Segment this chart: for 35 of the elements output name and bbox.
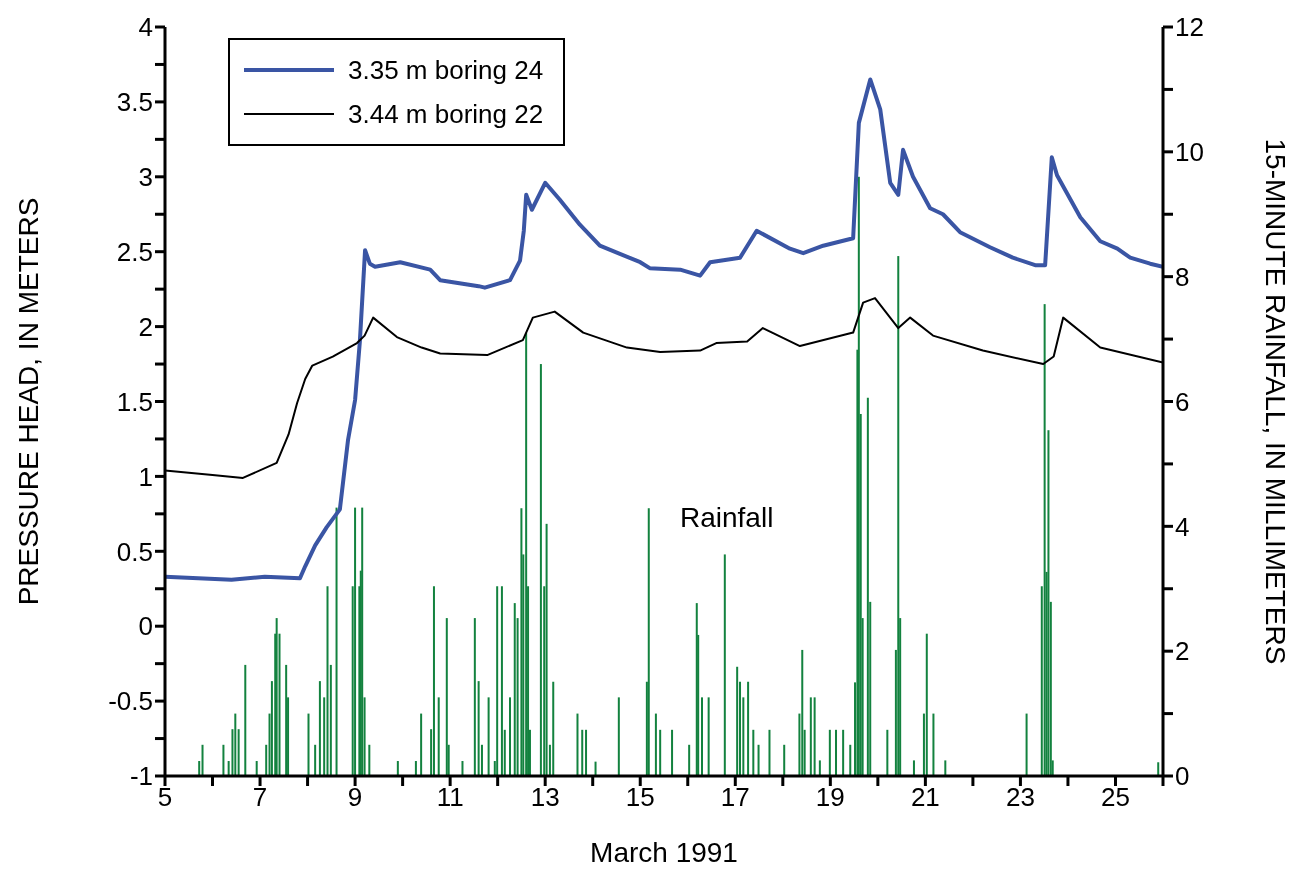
x-tick-label: 11 (436, 782, 464, 813)
y2-tick-label: 8 (1175, 261, 1190, 292)
y2-tick-label: 2 (1175, 636, 1190, 667)
x-tick-label: 17 (720, 782, 750, 813)
legend-label: 3.35 m boring 24 (348, 54, 544, 86)
x-axis-title: March 1991 (590, 837, 738, 868)
x-tick-label: 5 (157, 782, 173, 813)
y-axis-title: PRESSURE HEAD, IN METERS (12, 197, 44, 606)
y-tick-label: 1 (138, 461, 153, 492)
y2-axis-title: 15-MINUTE RAINFALL, IN MILLIMETERS (1260, 138, 1292, 665)
y2-tick-label: 10 (1175, 137, 1204, 168)
y2-tick-label: 6 (1175, 386, 1190, 417)
series-label: Rainfall (680, 502, 774, 534)
y-tick-label: 1.5 (116, 386, 153, 417)
legend-label: 3.44 m boring 22 (348, 98, 544, 130)
y-tick-label: 3.5 (116, 87, 153, 118)
x-tick-label: 25 (1101, 782, 1130, 813)
x-tick-label: 7 (252, 782, 268, 813)
y-tick-label: 3 (138, 162, 153, 193)
x-tick-label: 19 (815, 782, 845, 813)
x-tick-label: 23 (1005, 782, 1035, 813)
y-tick-label: -1 (129, 761, 153, 792)
y-tick-label: 2 (138, 311, 153, 342)
x-tick-label: 15 (625, 782, 655, 813)
x-tick-label: 21 (910, 782, 940, 813)
y2-tick-label: 12 (1175, 12, 1204, 43)
y-tick-label: 4 (138, 12, 153, 43)
y-tick-label: 2.5 (116, 236, 153, 267)
x-tick-label: 13 (530, 782, 560, 813)
y2-tick-label: 4 (1175, 511, 1190, 542)
y-tick-label: 0.5 (116, 536, 153, 567)
y-tick-label: -0.5 (108, 686, 153, 717)
y-tick-label: 0 (138, 611, 153, 642)
x-tick-label: 9 (347, 782, 363, 813)
y2-tick-label: 0 (1175, 761, 1190, 792)
